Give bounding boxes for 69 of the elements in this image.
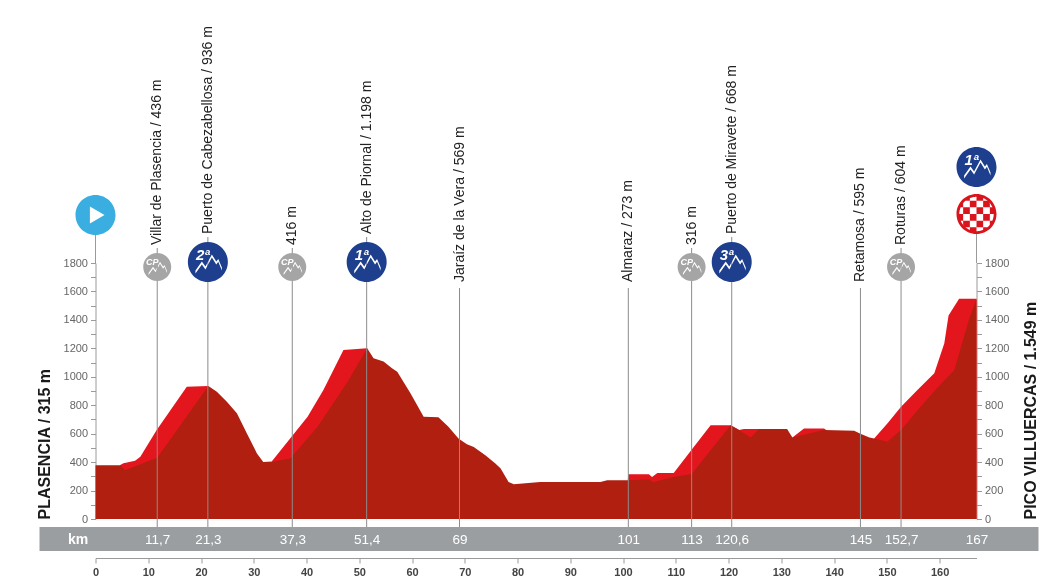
annotation: CP — [680, 257, 694, 268]
x-tick-label: 140 — [825, 565, 844, 578]
x-tick-label: 100 — [614, 565, 633, 578]
y-tick-label: 200 — [69, 484, 88, 497]
y-tick-label: 1400 — [63, 313, 88, 326]
x-tick-label: 20 — [195, 565, 208, 578]
x2-axis-title: km — [67, 530, 89, 547]
x2-tick-label: 101 — [617, 531, 641, 547]
x-tick-label: 160 — [930, 565, 950, 578]
y2-tick-label: 0 — [985, 512, 992, 525]
x-tick-label: 90 — [564, 565, 577, 578]
ref-line-label: Retamosa / 595 m — [851, 167, 868, 282]
annotation: CP — [889, 257, 904, 268]
x-tick-label: 0 — [92, 565, 100, 578]
x-tick-label: 40 — [300, 565, 314, 578]
ref-line-label: Alto de Piornal / 1.198 m — [357, 80, 374, 234]
x2-tick-label: 11,7 — [145, 531, 171, 547]
ref-line-label: Roturas / 604 m — [892, 145, 909, 245]
y-tick-label: 1200 — [63, 341, 88, 354]
x-tick-label: 110 — [667, 565, 686, 578]
x-tick-label: 50 — [353, 565, 366, 578]
x2-tick-label: 145 — [849, 531, 873, 547]
y2-axis-title: PICO VILLUERCAS / 1.549 m — [1022, 301, 1039, 520]
y2-tick-label: 1600 — [985, 284, 1010, 297]
ref-line-label: Jaraíz de la Vera / 569 m — [450, 126, 467, 282]
y2-tick-label: 1800 — [985, 256, 1010, 269]
y2-tick-label: 600 — [985, 427, 1004, 440]
x-tick-label: 30 — [248, 565, 261, 578]
y-tick-label: 0 — [81, 512, 88, 525]
y2-tick-label: 1400 — [985, 313, 1010, 326]
x2-tick-label: 37,3 — [279, 531, 306, 547]
x-tick-label: 120 — [719, 565, 739, 578]
x-tick-label: 70 — [459, 565, 472, 578]
text: 1ª — [354, 246, 370, 264]
x-tick-label: 10 — [142, 565, 155, 578]
text: 1ª — [964, 151, 979, 169]
ref-line-label: Almaraz / 273 m — [619, 180, 636, 282]
x2-tick-label: 167 — [965, 531, 989, 547]
x2-tick-label: 21,3 — [195, 531, 222, 547]
y-tick-label: 600 — [69, 427, 88, 440]
x2-tick-label: 69 — [452, 531, 468, 547]
y-tick-label: 800 — [69, 398, 88, 411]
y2-tick-label: 200 — [985, 484, 1004, 497]
x-tick-label: 150 — [878, 565, 897, 578]
x2-tick-label: 120,6 — [715, 531, 750, 547]
ref-line-label: Puerto de Cabezabellosa / 936 m — [198, 26, 215, 234]
ref-line-label: Puerto de Miravete / 668 m — [722, 65, 739, 234]
y-tick-label: 400 — [69, 455, 88, 468]
text: 3ª — [719, 246, 735, 264]
y2-tick-label: 400 — [985, 455, 1004, 468]
y-tick-label: 1600 — [63, 284, 88, 297]
y2-tick-label: 1000 — [985, 370, 1010, 383]
annotation: CP — [281, 257, 295, 268]
ref-line-label: 316 m — [682, 206, 699, 245]
text: 2ª — [194, 246, 211, 264]
ref-line-label: Villar de Plasencia / 436 m — [148, 79, 165, 245]
y2-tick-label: 1200 — [985, 341, 1010, 354]
x-tick-label: 60 — [406, 565, 419, 578]
ref-line-label: 416 m — [283, 206, 300, 245]
x2-tick-label: 51,4 — [354, 531, 381, 547]
x-tick-label: 80 — [511, 565, 525, 578]
y2-tick-label: 800 — [985, 398, 1004, 411]
x2-tick-label: 113 — [681, 531, 703, 547]
x2-tick-label: 152,7 — [884, 531, 919, 547]
y-tick-label: 1800 — [63, 256, 88, 269]
y-tick-label: 1000 — [63, 370, 88, 383]
y-axis-title: PLASENCIA / 315 m — [36, 368, 53, 520]
x-tick-label: 130 — [772, 565, 791, 578]
annotation: CP — [145, 257, 160, 268]
